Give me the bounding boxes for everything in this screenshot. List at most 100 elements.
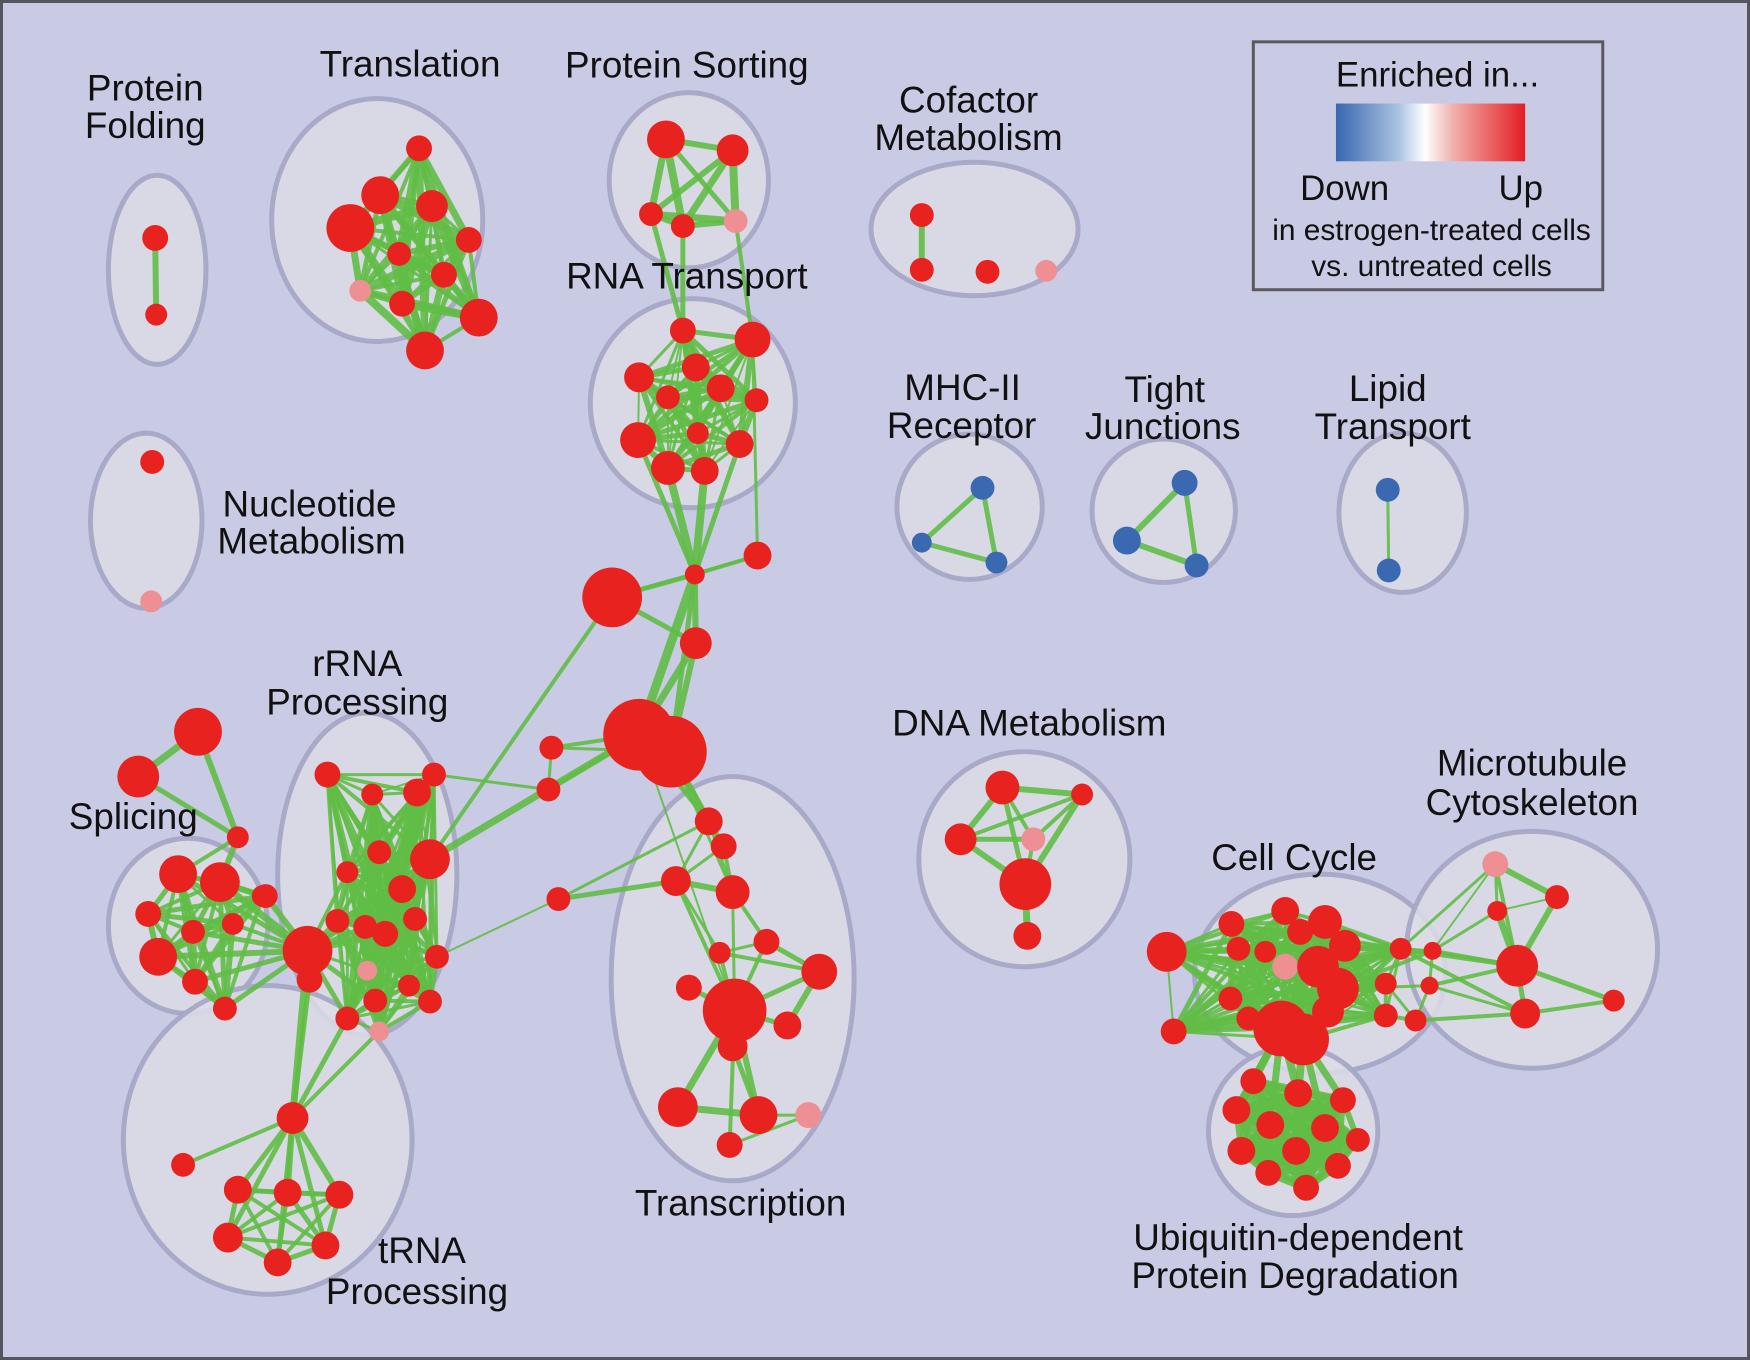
gene-set-node-lipid-transport [1375, 477, 1400, 502]
gene-set-node-rrna-processing [424, 944, 449, 969]
gene-set-node-cofactor-metabolism [909, 203, 934, 228]
gene-set-node-cofactor-metabolism [975, 259, 1000, 284]
gene-set-node-cell-cycle [1308, 905, 1342, 939]
gene-set-node-ubiquitin-degradation [1255, 1159, 1282, 1186]
gene-set-node-protein-folding [142, 225, 169, 251]
gene-set-node-ubiquitin-degradation [1284, 1079, 1313, 1108]
gene-set-node-cell-cycle [1160, 1018, 1187, 1045]
gene-set-node-translation [430, 261, 457, 288]
gene-set-node-rrna-processing [418, 989, 442, 1014]
gene-set-node-dna-metabolism [985, 770, 1020, 805]
gene-set-node-rna-transport [706, 374, 735, 403]
network-nodes-layer [117, 120, 1625, 1277]
cluster-label-microtubule-cytoskeleton: Microtubule [1437, 742, 1627, 783]
gene-set-node-lipid-transport [1376, 558, 1401, 583]
legend-gradient-bar [1335, 103, 1526, 162]
gene-set-node-rrna-processing [422, 762, 446, 787]
cluster-ellipse-tight-junctions [1089, 436, 1238, 585]
gene-set-node-translation [349, 279, 372, 302]
cluster-label-rna-transport: RNA Transport [566, 256, 808, 297]
network-edge [345, 954, 439, 1021]
gene-set-node-cell-cycle [1271, 897, 1300, 925]
legend-box [1251, 40, 1605, 292]
gene-set-node-ubiquitin-degradation [1240, 1068, 1267, 1095]
gene-set-node-dna-metabolism [1021, 827, 1046, 852]
network-edge [377, 916, 418, 1034]
network-edge [290, 1016, 350, 1121]
gene-set-node-transcription [675, 974, 702, 1001]
gene-set-node-ubiquitin-degradation [1325, 1152, 1351, 1179]
cluster-ellipse-microtubule-cytoskeleton [1404, 828, 1661, 1071]
network-edge [225, 1235, 328, 1248]
gene-set-node-microtubule-cytoskeleton [1423, 941, 1442, 960]
gene-set-node-splicing [182, 968, 208, 995]
gene-set-node-rna-transport [650, 451, 685, 485]
gene-set-node-rrna-processing [372, 920, 399, 947]
connector-gene-set-node [546, 887, 571, 911]
gene-set-node-protein-sorting [716, 134, 749, 167]
gene-set-node-protein-sorting [647, 120, 685, 159]
gene-set-node-ubiquitin-degradation [1293, 1174, 1320, 1201]
gene-set-node-transcription [739, 1096, 778, 1134]
network-edge [1172, 947, 1240, 1033]
gene-set-node-transcription [717, 1031, 748, 1062]
cluster-ellipse-lipid-transport [1336, 430, 1469, 595]
network-edge [690, 466, 709, 579]
gene-set-node-mhc-ii-receptor [970, 475, 995, 500]
gene-set-node-cell-cycle [1254, 940, 1277, 963]
connector-gene-set-node [296, 966, 323, 993]
connector-gene-set-node [679, 627, 712, 660]
gene-set-node-cell-cycle [1373, 1003, 1398, 1028]
network-edge [225, 1192, 342, 1240]
gene-set-node-trna-processing [311, 1231, 340, 1260]
gene-set-node-translation [455, 227, 482, 253]
gene-set-node-cell-cycle [1218, 910, 1245, 937]
network-edge [275, 1192, 342, 1265]
cluster-label-splicing: Splicing [69, 796, 198, 837]
gene-set-node-cell-cycle [1374, 972, 1397, 995]
cluster-label-cofactor-metabolism: Cofactor [899, 79, 1038, 120]
gene-set-node-translation [406, 135, 432, 162]
network-edge [663, 463, 699, 579]
cluster-label-rrna-processing: rRNA [312, 643, 402, 684]
network-edge [348, 226, 427, 353]
gene-set-node-cell-cycle [1272, 953, 1299, 980]
network-edge [1431, 863, 1497, 952]
cluster-label-trna-processing: Processing [326, 1271, 508, 1312]
gene-set-node-trna-processing [212, 1222, 243, 1253]
gene-set-node-dna-metabolism [944, 823, 977, 856]
cluster-label-nucleotide-metabolism: Metabolism [217, 520, 405, 561]
gene-set-node-transcription [708, 941, 731, 964]
cluster-label-mhc-ii-receptor: MHC-II [904, 367, 1021, 408]
cluster-label-lipid-transport: Lipid [1349, 368, 1427, 409]
network-edge [692, 441, 743, 577]
network-edge [181, 1116, 295, 1167]
gene-set-node-mhc-ii-receptor [911, 532, 932, 553]
network-edge [648, 211, 686, 334]
gene-set-node-ubiquitin-degradation [1222, 1096, 1251, 1125]
network-edge [426, 731, 643, 863]
gene-set-node-protein-sorting [723, 209, 748, 233]
gene-set-node-translation [459, 298, 498, 337]
legend-subtitle-line1: in estrogen-treated cells [1272, 214, 1591, 247]
connector-gene-set-node [536, 777, 561, 802]
network-edge [290, 1115, 328, 1248]
network-edge [1428, 984, 1527, 1016]
gene-set-node-rna-transport [690, 456, 719, 485]
gene-set-node-rna-transport [669, 317, 696, 344]
gene-set-node-translation [406, 331, 444, 370]
legend-subtitle-line2: vs. untreated cells [1311, 250, 1552, 283]
gene-set-node-trna-processing [223, 1175, 252, 1204]
cluster-label-cofactor-metabolism: Metabolism [874, 117, 1062, 158]
cluster-label-protein-folding: Folding [85, 105, 206, 146]
gene-set-node-transcription [773, 1011, 802, 1040]
network-edge [980, 485, 999, 566]
gene-set-node-mhc-ii-receptor [985, 551, 1008, 574]
gene-set-node-cofactor-metabolism [1035, 259, 1058, 282]
gene-set-node-rrna-processing [361, 783, 384, 806]
gene-set-node-transcription [795, 1102, 822, 1129]
network-edge [435, 898, 560, 958]
gene-set-node-rrna-processing [369, 1021, 390, 1042]
network-edge [1171, 946, 1403, 1034]
